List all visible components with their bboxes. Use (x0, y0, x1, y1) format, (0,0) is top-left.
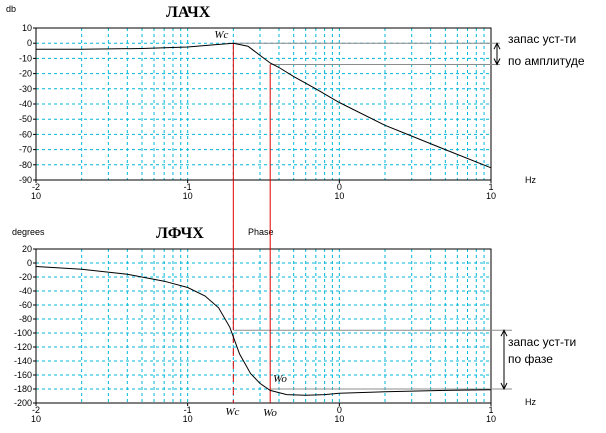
x-tick-label: 10 (486, 414, 496, 424)
x-tick-label: 10 (334, 191, 344, 201)
y-tick-label: -60 (19, 300, 32, 310)
phase-margin-text-1: запас уст-ти (508, 335, 576, 349)
y-tick-label: -10 (19, 53, 32, 63)
magnitude-grid (36, 28, 491, 180)
phase-y-unit: degrees (12, 227, 45, 237)
phase-x-unit: Hz (525, 397, 536, 407)
y-tick-label: 20 (22, 244, 32, 254)
y-tick-label: 10 (22, 23, 32, 33)
y-tick-label: -80 (19, 314, 32, 324)
y-tick-label: -20 (19, 272, 32, 282)
x-tick-label: 10 (31, 191, 41, 201)
y-tick-label: -160 (14, 370, 32, 380)
y-tick-label: -20 (19, 69, 32, 79)
magnitude-ticks: 100-10-20-30-40-50-60-70-80-9010-210-110… (19, 23, 496, 201)
x-tick-exponent: -1 (184, 405, 192, 415)
y-tick-label: -70 (19, 145, 32, 155)
y-tick-label: -180 (14, 384, 32, 394)
y-tick-label: -30 (19, 84, 32, 94)
y-tick-label: -80 (19, 160, 32, 170)
phase-margin-arrow-head-top (500, 329, 508, 337)
y-tick-label: -50 (19, 114, 32, 124)
magnitude-curve (36, 42, 492, 169)
y-tick-label: -40 (19, 99, 32, 109)
phase-margin-arrow-head-bottom (500, 382, 508, 391)
y-tick-label: -40 (19, 286, 32, 296)
magnitude-y-unit: db (6, 4, 16, 14)
x-tick-label: 10 (183, 414, 193, 424)
phase-title: ЛФЧХ (156, 225, 204, 242)
margin-markers (232, 42, 512, 403)
phase-curve (35, 266, 492, 396)
x-tick-label: 10 (486, 191, 496, 201)
wo-axis-label: Wo (263, 407, 277, 419)
x-tick-exponent: -2 (32, 405, 40, 415)
y-tick-label: -60 (19, 129, 32, 139)
y-tick-label: -120 (14, 342, 32, 352)
y-tick-label: -140 (14, 356, 32, 366)
wo-curve-label: Wo (273, 373, 287, 385)
y-tick-label: 0 (27, 258, 32, 268)
gain-margin-arrow-head-top (493, 42, 501, 50)
gain-margin-arrow-head-bottom (493, 58, 501, 66)
x-tick-label: 10 (334, 414, 344, 424)
phase-series-label: Phase (248, 227, 274, 237)
x-tick-exponent: -2 (32, 182, 40, 192)
y-tick-label: 0 (27, 38, 32, 48)
x-tick-label: 10 (31, 414, 41, 424)
wc-axis-label: Wc (225, 406, 239, 418)
x-tick-exponent: 1 (488, 405, 493, 415)
magnitude-x-unit: Hz (525, 175, 536, 185)
phase-margin-text-2: по фазе (508, 352, 553, 366)
phase-ticks: 200-20-40-60-80-100-120-140-160-180-2001… (14, 244, 496, 424)
y-tick-label: -200 (14, 398, 32, 408)
wc-curve-label: Wc (214, 29, 228, 41)
x-tick-label: 10 (183, 191, 193, 201)
phase-plot-frame (35, 248, 492, 404)
magnitude-title: ЛАЧХ (166, 4, 211, 21)
gain-margin-text-1: запас уст-ти (508, 32, 576, 46)
gain-margin-text-2: по амплитуде (508, 54, 585, 68)
y-tick-label: -100 (14, 328, 32, 338)
x-tick-exponent: -1 (184, 182, 192, 192)
magnitude-plot-frame (35, 27, 492, 181)
x-tick-exponent: 0 (337, 182, 342, 192)
y-tick-label: -90 (19, 175, 32, 185)
x-tick-exponent: 1 (488, 182, 493, 192)
x-tick-exponent: 0 (337, 405, 342, 415)
